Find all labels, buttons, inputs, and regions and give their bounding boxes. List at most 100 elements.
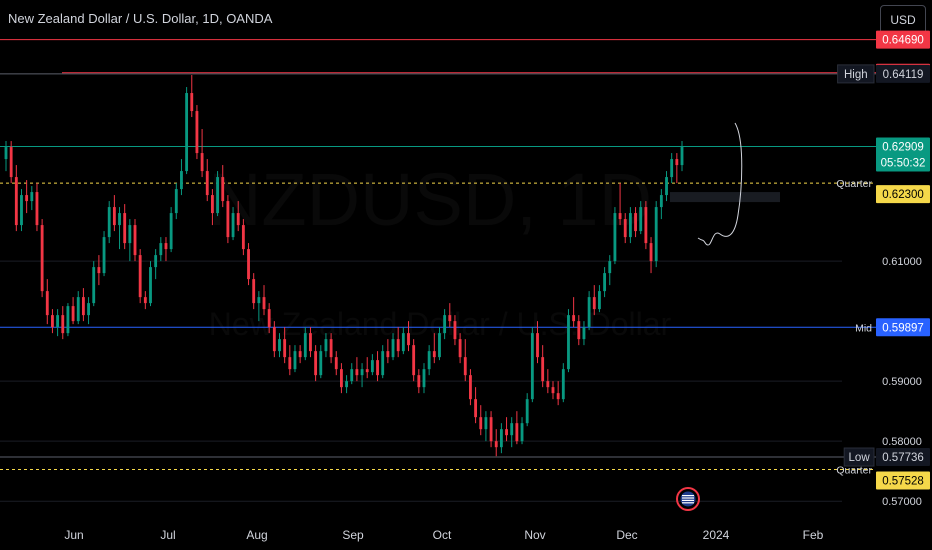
candle-body-95 xyxy=(494,441,498,448)
drawings[interactable] xyxy=(670,122,780,246)
candle-body-54 xyxy=(283,339,287,358)
candle-body-78 xyxy=(407,333,410,346)
candle-body-125 xyxy=(649,243,653,262)
y-tick-0.61000: 0.61000 xyxy=(882,256,922,268)
candle-body-86 xyxy=(448,315,452,322)
candle-104 xyxy=(541,345,545,388)
candle-body-17 xyxy=(92,267,96,304)
candle-body-126 xyxy=(654,207,658,262)
candle-body-124 xyxy=(644,207,648,244)
candle-84 xyxy=(438,327,441,361)
usd-flag-icon[interactable] xyxy=(676,487,700,511)
flag-disc xyxy=(680,491,696,507)
candle-body-93 xyxy=(484,417,488,430)
candle-51 xyxy=(267,303,271,334)
x-tick-nov: Nov xyxy=(524,528,545,542)
candle-30 xyxy=(159,237,163,262)
forecast-path xyxy=(697,122,743,246)
candle-90 xyxy=(469,369,472,406)
candle-5 xyxy=(30,186,34,211)
candle-body-26 xyxy=(138,255,142,298)
candle-106 xyxy=(551,381,555,400)
chart-title: New Zealand Dollar / U.S. Dollar, 1D, OA… xyxy=(8,11,273,26)
candle-123 xyxy=(639,201,643,235)
candle-116 xyxy=(603,267,607,298)
candle-40 xyxy=(210,189,214,226)
candle-120 xyxy=(623,213,627,244)
candle-128 xyxy=(665,171,668,202)
candle-107 xyxy=(556,381,560,406)
candle-115 xyxy=(598,285,601,313)
candle-body-49 xyxy=(257,297,261,304)
candle-body-111 xyxy=(577,321,581,340)
candle-body-108 xyxy=(561,369,565,400)
candle-129 xyxy=(670,153,674,184)
candle-body-38 xyxy=(200,153,204,172)
candle-body-67 xyxy=(350,369,354,382)
candle-body-68 xyxy=(355,369,359,376)
grid xyxy=(0,260,842,502)
candle-82 xyxy=(427,345,431,376)
candle-57 xyxy=(298,345,302,364)
candle-113 xyxy=(587,291,591,331)
candle-body-118 xyxy=(613,213,617,262)
candle-body-40 xyxy=(210,195,214,214)
candle-50 xyxy=(262,285,266,316)
forecast-box xyxy=(670,192,780,203)
candle-8 xyxy=(45,279,49,325)
candle-body-117 xyxy=(608,261,612,274)
candle-body-109 xyxy=(567,315,570,370)
low-tag-bg xyxy=(843,447,875,467)
candle-93 xyxy=(484,411,488,442)
candle-74 xyxy=(386,339,390,364)
y-tick-0.58000: 0.58000 xyxy=(882,436,922,448)
candle-88 xyxy=(458,333,462,364)
candle-body-110 xyxy=(572,315,576,322)
candle-127 xyxy=(659,189,663,220)
candle-77 xyxy=(401,327,405,355)
candle-100 xyxy=(520,417,524,445)
candle-body-5 xyxy=(30,192,34,202)
candle-body-47 xyxy=(247,249,250,280)
resistance-upper-label: 0.64690 xyxy=(882,35,924,47)
candle-body-98 xyxy=(510,423,514,436)
candle-body-48 xyxy=(252,279,256,304)
x-tick-aug: Aug xyxy=(246,528,267,542)
candle-body-96 xyxy=(499,429,503,448)
candle-76 xyxy=(396,327,400,358)
candle-body-59 xyxy=(309,333,312,352)
candle-body-55 xyxy=(288,357,292,370)
high-tag-bg xyxy=(837,64,875,84)
candle-body-102 xyxy=(530,333,534,400)
candle-body-97 xyxy=(505,429,508,436)
candle-81 xyxy=(422,363,426,394)
candle-25 xyxy=(133,219,137,262)
candle-body-87 xyxy=(453,321,457,340)
candle-65 xyxy=(340,363,343,394)
candle-body-41 xyxy=(216,177,219,214)
candle-body-103 xyxy=(536,333,539,358)
candle-9 xyxy=(51,309,54,334)
candle-body-24 xyxy=(128,225,132,244)
candle-body-99 xyxy=(515,423,519,442)
candle-6 xyxy=(35,183,39,232)
candle-3 xyxy=(20,189,23,232)
candle-body-72 xyxy=(376,360,379,376)
candle-body-31 xyxy=(164,243,168,250)
candle-110 xyxy=(572,297,576,328)
candle-54 xyxy=(283,327,287,364)
candle-body-85 xyxy=(443,315,447,334)
candle-body-107 xyxy=(556,393,560,400)
candle-59 xyxy=(309,327,312,358)
current-price-label: 0.62909 xyxy=(882,142,924,154)
candle-131 xyxy=(680,141,684,172)
candles xyxy=(4,75,684,457)
x-tick-sep: Sep xyxy=(342,528,364,542)
candle-body-30 xyxy=(159,243,163,256)
low-label: 0.57736 xyxy=(882,452,924,464)
candle-60 xyxy=(314,345,318,382)
candle-4 xyxy=(25,180,29,214)
current-price-bg xyxy=(876,137,930,172)
candle-body-129 xyxy=(670,159,674,178)
